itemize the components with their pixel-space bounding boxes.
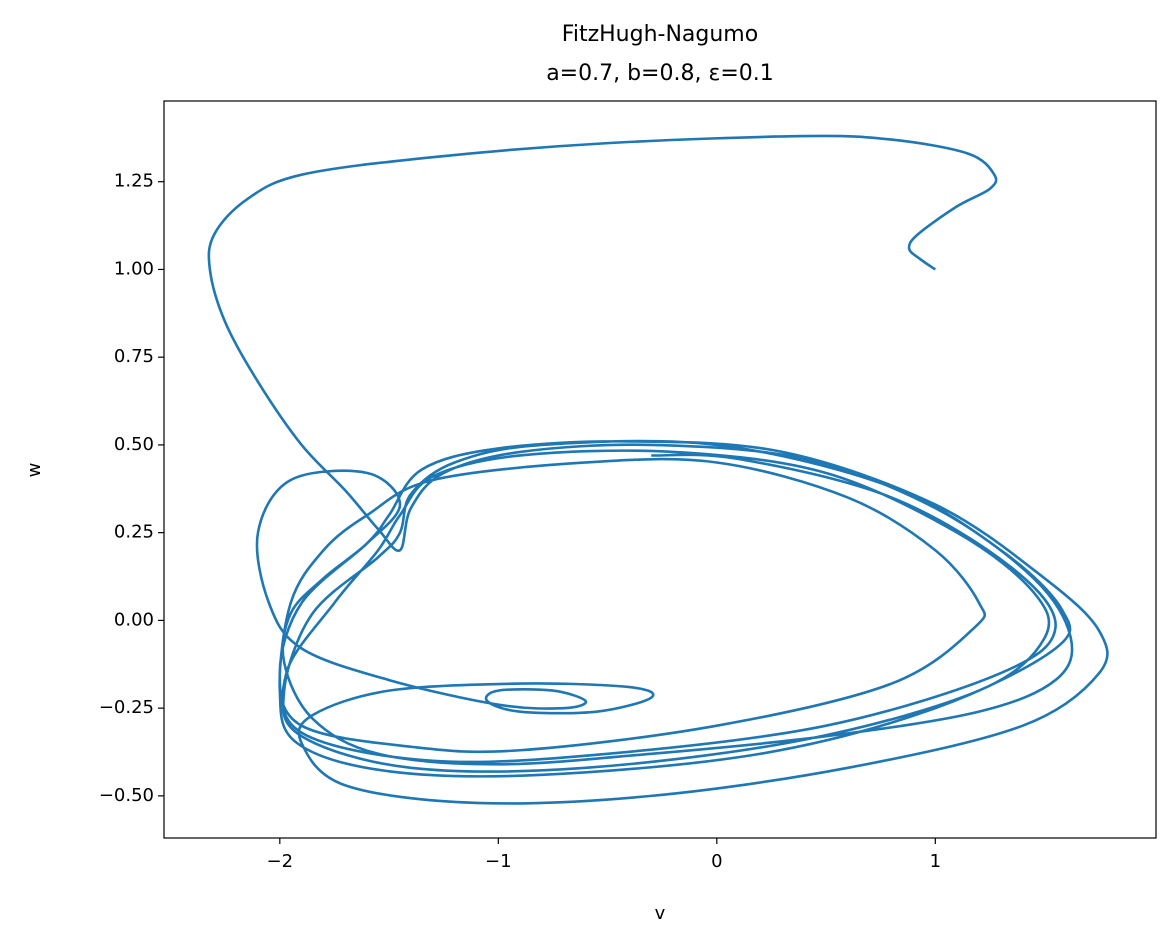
x-tick-label: 0 bbox=[711, 851, 722, 872]
x-tick-label: −1 bbox=[485, 851, 512, 872]
y-tick-label: 0.25 bbox=[114, 522, 154, 543]
chart-subtitle: a=0.7, b=0.8, ε=0.1 bbox=[546, 61, 774, 86]
x-tick-label: 1 bbox=[930, 851, 941, 872]
y-tick-label: 1.25 bbox=[114, 171, 154, 192]
y-tick-label: −0.50 bbox=[99, 785, 154, 806]
y-tick-label: 0.00 bbox=[114, 609, 154, 630]
y-tick-label: 0.75 bbox=[114, 346, 154, 367]
x-axis-label: v bbox=[655, 903, 666, 924]
y-axis-label: w bbox=[24, 463, 45, 478]
y-tick-label: −0.25 bbox=[99, 697, 154, 718]
chart-title: FitzHugh-Nagumo bbox=[562, 22, 758, 47]
plot-frame bbox=[163, 100, 1157, 839]
trajectory-line bbox=[207, 134, 1109, 805]
y-tick-label: 1.00 bbox=[114, 258, 154, 279]
x-tick-label: −2 bbox=[267, 851, 294, 872]
y-tick-label: 0.50 bbox=[114, 434, 154, 455]
